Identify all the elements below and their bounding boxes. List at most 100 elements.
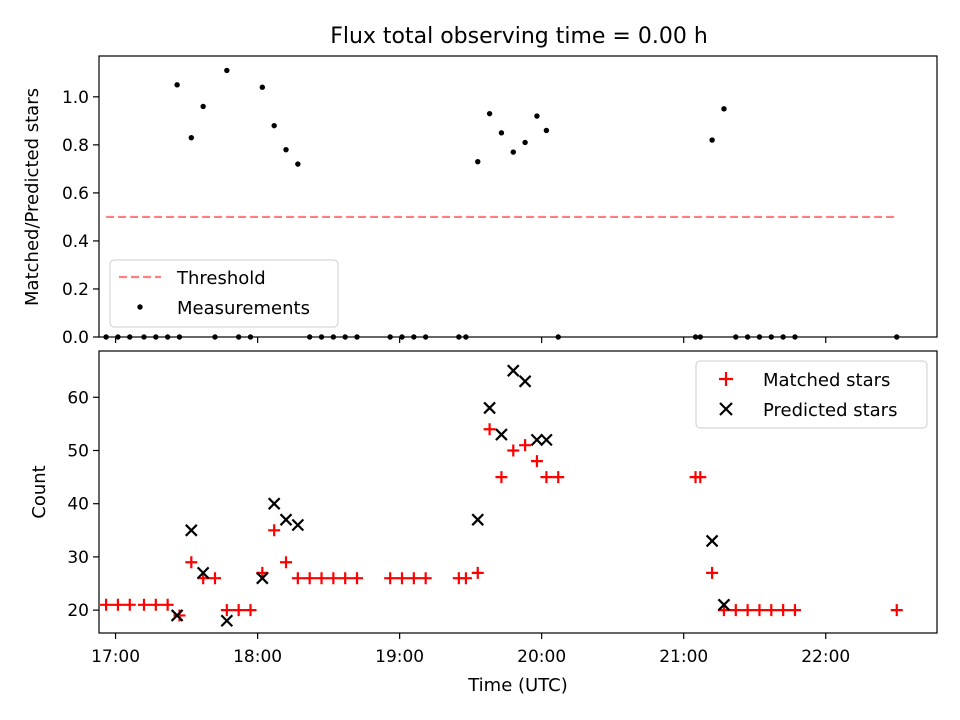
bottom-panel: 20 30 40 50 60 17:00 18:00 19:00 20:00 21:00 22:0…: [29, 350, 938, 696]
measurement-point: [188, 134, 195, 141]
matched-star-point: [753, 604, 766, 617]
bottom-y-tick-label: 20: [67, 601, 89, 621]
top-y-tick-label: 0.2: [62, 280, 89, 300]
measurement-point: [543, 127, 550, 134]
matched-star-point: [459, 572, 472, 585]
top-legend: Threshold Measurements: [109, 259, 339, 328]
bottom-y-tick-label: 60: [67, 388, 89, 408]
legend-matched-swatch: [719, 372, 733, 386]
matched-star-point: [100, 598, 113, 611]
matched-star-point: [741, 604, 754, 617]
bottom-x-tick-label: 20:00: [517, 647, 566, 667]
measurement-point: [295, 161, 301, 167]
matched-star-point: [291, 572, 304, 585]
bottom-x-axis-label: Time (UTC): [467, 675, 568, 696]
matched-star-point: [396, 572, 409, 585]
bottom-legend-box: [695, 360, 928, 429]
bottom-legend: Matched stars Predicted stars: [695, 360, 928, 429]
matched-star-point: [315, 572, 328, 585]
top-y-tick-label: 1.0: [62, 88, 89, 108]
measurement-point: [498, 130, 505, 136]
top-x-axis: [114, 337, 827, 343]
predicted-star-point: [220, 614, 234, 628]
predicted-star-point: [717, 598, 731, 612]
matched-star-point: [788, 604, 801, 617]
matched-star-point: [244, 604, 257, 617]
top-y-tick-label: 0.8: [62, 136, 89, 156]
measurement-point: [271, 122, 277, 129]
chart-title: Flux total observing time = 0.00 h: [330, 24, 708, 49]
bottom-x-tick-label: 17:00: [91, 647, 140, 667]
top-axes-frame: [98, 55, 938, 338]
top-y-tick-label: 0.4: [62, 232, 89, 252]
measurement-point: [486, 110, 493, 117]
predicted-star-point: [518, 375, 532, 388]
bottom-x-tick-label: 22:00: [801, 647, 850, 667]
predicted-star-point: [530, 433, 544, 447]
top-y-axis-label: Matched/Predicted stars: [22, 88, 43, 306]
matched-star-point: [507, 444, 520, 457]
matched-star-point: [483, 423, 496, 436]
measurement-point: [259, 84, 266, 90]
bottom-y-axis: 20 30 40 50 60: [67, 388, 99, 621]
measurement-point: [534, 113, 540, 119]
predicted-star-point: [267, 497, 281, 510]
matched-star-point: [339, 572, 352, 585]
predicted-star-point: [185, 524, 198, 537]
bottom-x-tick-label: 21:00: [659, 647, 708, 667]
bottom-axes-frame: [98, 350, 938, 634]
matched-star-point: [419, 572, 432, 585]
predicted-star-point: [495, 428, 508, 441]
matched-star-point: [777, 604, 790, 617]
matched-star-point: [208, 572, 221, 585]
measurement-point: [522, 139, 528, 146]
measurement-point: [709, 137, 715, 143]
measurement-point: [200, 103, 206, 110]
top-y-tick-label: 0.0: [62, 328, 89, 348]
matched-star-point: [123, 598, 136, 611]
measurement-point: [721, 106, 727, 112]
legend-measurements-label: Measurements: [177, 298, 310, 319]
legend-matched-label: Matched stars: [763, 370, 890, 391]
matched-star-point: [232, 604, 245, 617]
predicted-star-point: [506, 364, 520, 377]
matched-star-point: [268, 524, 281, 537]
matched-star-point: [495, 471, 508, 484]
matched-star-point: [384, 572, 397, 585]
matched-star-point: [765, 604, 778, 617]
bottom-y-axis-label: Count: [29, 465, 50, 518]
matched-star-point: [327, 572, 340, 585]
matched-star-point: [694, 471, 707, 484]
measurement-point: [283, 146, 289, 153]
top-y-axis: 0.0 0.2 0.4 0.6 0.8 1.0: [62, 88, 99, 348]
matched-star-point: [111, 598, 124, 611]
bottom-y-tick-label: 50: [67, 441, 89, 461]
bottom-x-tick-label: 18:00: [233, 647, 282, 667]
matched-star-point: [519, 439, 532, 452]
matched-star-point: [137, 598, 150, 611]
matched-star-point: [706, 566, 719, 579]
measurement-point: [174, 82, 180, 88]
measurement-point: [224, 67, 230, 74]
matched-star-point: [220, 604, 233, 617]
top-panel: 0.0 0.2 0.4 0.6 0.8 1.0 Matched/Predicted sta…: [22, 55, 938, 348]
bottom-y-tick-label: 30: [67, 548, 89, 568]
top-y-tick-label: 0.6: [62, 184, 89, 204]
measurement-point: [510, 149, 516, 155]
matched-star-point: [303, 572, 316, 585]
matched-star-point: [552, 471, 565, 484]
matched-star-point: [890, 604, 903, 617]
legend-measurements-swatch: [137, 304, 143, 310]
legend-predicted-swatch: [719, 402, 733, 416]
matched-star-point: [530, 455, 543, 468]
matched-star-point: [471, 566, 484, 579]
matched-star-point: [149, 598, 162, 611]
top-legend-box: [109, 259, 339, 328]
measurement-point: [475, 158, 481, 165]
legend-threshold-label: Threshold: [176, 268, 266, 289]
predicted-star-point: [279, 513, 293, 526]
matched-star-point: [161, 598, 174, 611]
predicted-star-point: [256, 571, 269, 585]
matched-star-point: [540, 471, 553, 484]
